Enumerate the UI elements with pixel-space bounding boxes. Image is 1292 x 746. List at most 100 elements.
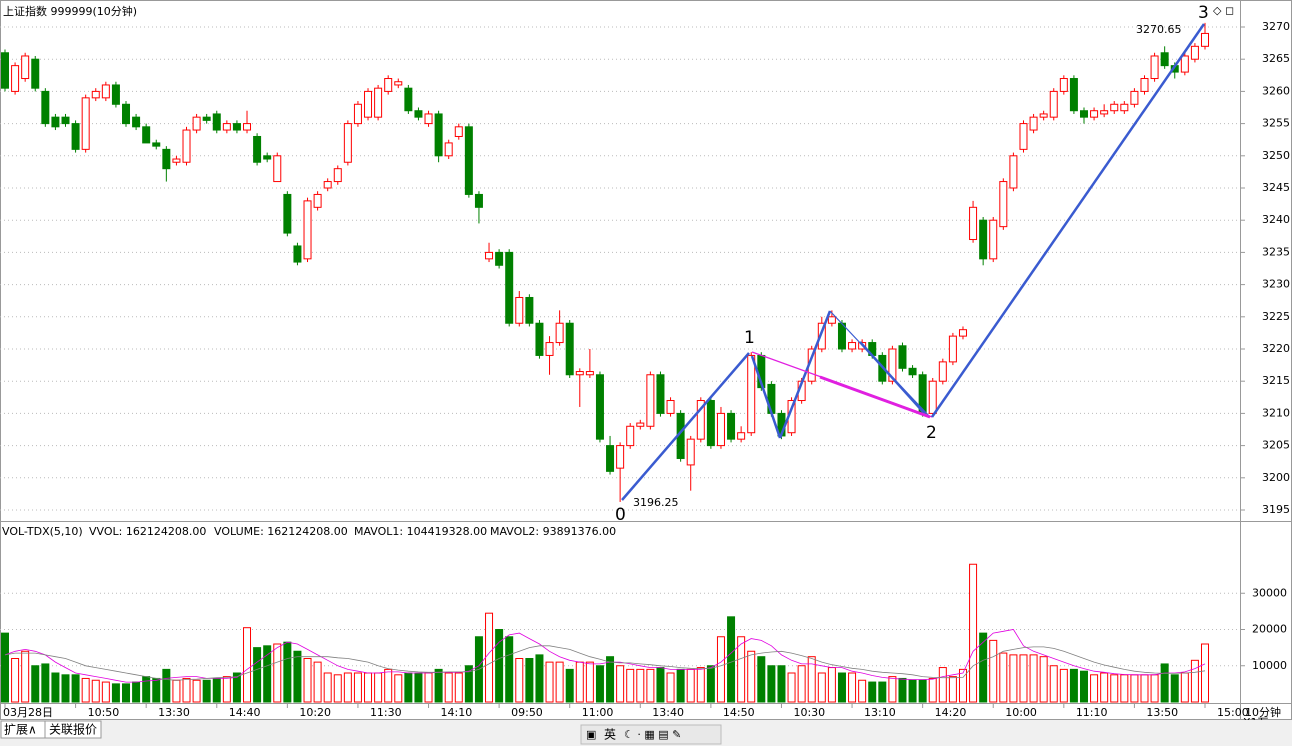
- candle-body: [182, 129, 191, 163]
- candle-body: [505, 251, 514, 324]
- candle-body: [999, 181, 1008, 228]
- volume-bar: [565, 668, 574, 703]
- x-tick-label: 10:50: [88, 706, 120, 719]
- tab-label[interactable]: 关联报价: [49, 722, 97, 737]
- candle-body: [81, 97, 90, 150]
- volume-bar: [495, 629, 504, 703]
- candle-body: [585, 371, 594, 376]
- ma-line: [4, 645, 1206, 681]
- candle-body: [253, 135, 262, 163]
- volume-bar: [858, 679, 867, 703]
- volume-bar: [676, 668, 685, 703]
- volume-bar: [71, 674, 80, 703]
- toolbar-icons[interactable]: ☾ · ▦ ▤ ✎: [624, 728, 681, 741]
- volume-bar: [888, 676, 897, 703]
- tab-label[interactable]: 扩展∧: [4, 723, 37, 737]
- volume-bar: [454, 672, 463, 703]
- candle-body: [232, 123, 241, 131]
- candle-body: [1069, 78, 1078, 112]
- y-tick-label: 3205: [1262, 439, 1290, 452]
- candle-body: [1100, 110, 1109, 115]
- candle-body: [515, 296, 524, 324]
- candle-body: [969, 206, 978, 241]
- tab[interactable]: [44, 720, 102, 739]
- volume-bar: [989, 639, 998, 703]
- candle-body: [273, 155, 282, 183]
- volume-bar: [343, 672, 352, 703]
- volume-bar: [192, 679, 201, 703]
- candle-body: [747, 354, 756, 434]
- candle-body: [535, 322, 544, 356]
- volume-bar: [11, 658, 20, 703]
- candle-body: [1110, 103, 1119, 112]
- x-tick-label: 15:00: [1217, 706, 1249, 719]
- volume-bar: [777, 665, 786, 703]
- toolbar-icons[interactable]: ▣: [586, 728, 596, 741]
- x-tick-label: 11:00: [582, 706, 614, 719]
- window-icons[interactable]: ◇ ◻: [1213, 4, 1234, 17]
- volume-bar: [938, 667, 947, 703]
- volume-info: VOLUME: 162124208.00: [214, 525, 348, 538]
- volume-bar: [323, 672, 332, 703]
- x-tick-label: 11:10: [1076, 706, 1108, 719]
- period-label[interactable]: 10分钟: [1245, 705, 1281, 719]
- y-tick-label: 3265: [1262, 52, 1290, 65]
- candle-body: [575, 371, 584, 376]
- toolbar-button[interactable]: 英: [604, 728, 616, 742]
- candle-body: [21, 55, 30, 80]
- candle-body: [616, 445, 625, 469]
- candle-body: [243, 123, 252, 131]
- high-price-label: 3270.65: [1136, 23, 1182, 36]
- y-tick-label: 3220: [1262, 342, 1290, 355]
- toolbar: [580, 724, 722, 745]
- x-tick-label: 14:40: [229, 706, 261, 719]
- volume-bar: [1, 632, 9, 703]
- volume-bar: [1110, 674, 1119, 703]
- candle-body: [525, 296, 534, 324]
- volume-bar: [1130, 674, 1139, 703]
- volume-bar: [1201, 643, 1209, 703]
- volume-bar: [1160, 663, 1169, 703]
- y-tick-label: 3240: [1262, 213, 1290, 226]
- candle-body: [374, 87, 383, 118]
- volume-bar: [585, 661, 594, 703]
- volume-bar: [122, 683, 131, 703]
- volume-bar: [61, 674, 70, 703]
- y-tick-label: 3230: [1262, 278, 1290, 291]
- volume-bar: [948, 676, 957, 703]
- volume-bar: [202, 679, 211, 703]
- candle-body: [948, 335, 957, 363]
- candle-body: [91, 90, 100, 99]
- volume-bar: [313, 661, 322, 703]
- y-tick-label: 3195: [1262, 503, 1290, 516]
- candle-body: [636, 422, 645, 427]
- volume-bar: [1090, 674, 1099, 703]
- candle-body: [142, 126, 151, 144]
- candle-body: [283, 193, 292, 234]
- candle-body: [958, 329, 967, 337]
- candle-body: [1079, 110, 1088, 118]
- volume-bar: [212, 677, 221, 703]
- candle-body: [1160, 52, 1169, 67]
- candle-body: [51, 116, 60, 128]
- candle-body: [1039, 113, 1048, 118]
- volume-bar: [767, 665, 776, 703]
- volume-bar: [898, 677, 907, 703]
- volume-bar: [817, 672, 826, 703]
- candle-body: [454, 126, 463, 137]
- volume-bar: [656, 667, 665, 703]
- x-tick-label: 14:50: [723, 706, 755, 719]
- candle-body: [434, 113, 443, 157]
- candle-body: [827, 316, 836, 324]
- candle-body: [716, 412, 725, 447]
- volume-bar: [444, 672, 453, 703]
- volume-bar: [1009, 654, 1018, 703]
- volume-info: MAVOL2: 93891376.00: [490, 525, 616, 538]
- volume-bar: [1079, 670, 1088, 703]
- candle-body: [1201, 32, 1209, 47]
- candle-body: [464, 126, 473, 195]
- volume-bar: [434, 668, 443, 703]
- volume-bar: [172, 679, 181, 703]
- volume-bar: [424, 672, 433, 703]
- candle-body: [132, 116, 141, 128]
